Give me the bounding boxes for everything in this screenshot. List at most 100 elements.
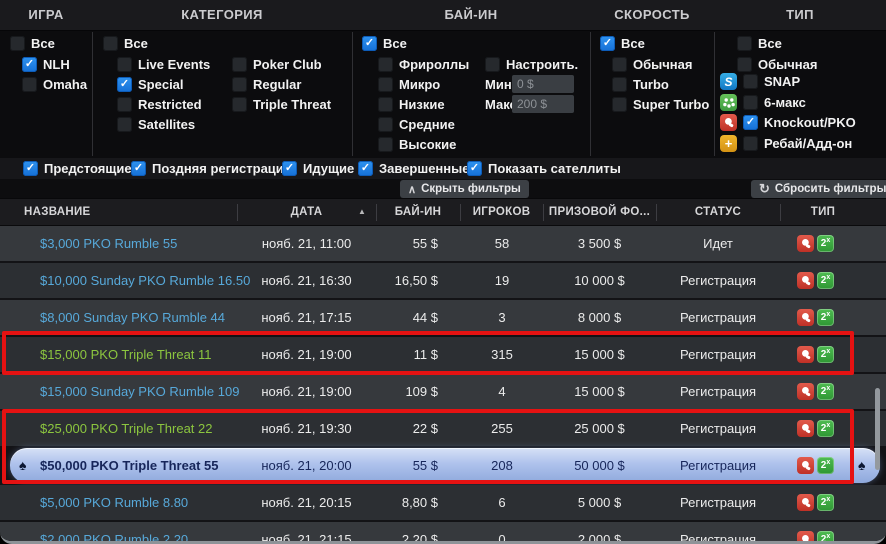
table-row[interactable]: $25,000 PKO Triple Threat 22 нояб. 21, 1… [0, 411, 886, 446]
table-row[interactable]: $15,000 Sunday PKO Rumble 109 нояб. 21, … [0, 374, 886, 409]
checkbox[interactable] [743, 95, 758, 110]
checkbox[interactable] [600, 36, 615, 51]
filter-buyin-micro[interactable]: Микро [378, 76, 440, 93]
table-row[interactable]: $5,000 PKO Rumble 8.80 нояб. 21, 20:15 8… [0, 485, 886, 520]
filter-speed-super-turbo[interactable]: Super Turbo [612, 96, 709, 113]
column-header-name[interactable]: НАЗВАНИЕ [24, 206, 91, 218]
filter-buyin-freerolls[interactable]: Фрироллы [378, 56, 469, 73]
filter-speed-regular[interactable]: Обычная [612, 56, 692, 73]
max-buyin-input[interactable] [512, 95, 574, 113]
checkbox[interactable] [467, 161, 482, 176]
checkbox[interactable] [22, 57, 37, 72]
filter-buyin-custom[interactable]: Настроить. [485, 56, 578, 73]
min-buyin-input[interactable] [512, 75, 574, 93]
checkbox[interactable] [743, 136, 758, 151]
table-row-selected[interactable]: ♠ $50,000 PKO Triple Threat 55 нояб. 21,… [0, 448, 886, 483]
checkbox[interactable] [117, 57, 132, 72]
min-label: Мин. [485, 77, 516, 92]
checkbox[interactable] [737, 57, 752, 72]
checkbox[interactable] [10, 36, 25, 51]
filter-category-restricted[interactable]: Restricted [117, 96, 202, 113]
filter-type-rebuy[interactable]: + Ребай/Адд-он [720, 135, 852, 152]
column-header-type[interactable]: ТИП [810, 206, 836, 218]
checkbox[interactable] [117, 97, 132, 112]
filter-buyin-high[interactable]: Высокие [378, 136, 456, 153]
tournament-table: $3,000 PKO Rumble 55 нояб. 21, 11:00 55 … [0, 226, 886, 541]
checkbox[interactable] [378, 137, 393, 152]
checkbox[interactable] [232, 57, 247, 72]
divider [376, 204, 377, 221]
checkbox[interactable] [612, 57, 627, 72]
filter-game-nlh[interactable]: NLH [22, 56, 70, 73]
checkbox[interactable] [378, 117, 393, 132]
checkbox-label: 6-макс [764, 95, 806, 110]
tournament-status: Регистрация [680, 347, 756, 362]
column-header-status[interactable]: СТАТУС [694, 206, 742, 218]
filter-type-6max[interactable]: 6-макс [720, 94, 806, 111]
tournament-date: нояб. 21, 20:15 [261, 495, 352, 510]
filter-header-game: ИГРА [28, 7, 64, 22]
filter-buyin-low[interactable]: Низкие [378, 96, 445, 113]
column-header-prize[interactable]: ПРИЗОВОЙ ФО... [548, 206, 651, 218]
filter-category-triple-threat[interactable]: Triple Threat [232, 96, 331, 113]
checkbox[interactable] [131, 161, 146, 176]
tournament-status: Регистрация [680, 310, 756, 325]
checkbox[interactable] [23, 161, 38, 176]
checkbox[interactable] [737, 36, 752, 51]
filter-buyin-mid[interactable]: Средние [378, 116, 455, 133]
toggle-upcoming[interactable]: Предстоящие [23, 160, 132, 177]
column-header-buyin[interactable]: БАЙ-ИН [394, 206, 442, 218]
checkbox[interactable] [612, 77, 627, 92]
filter-category-all[interactable]: Все [103, 35, 148, 52]
table-row[interactable]: $15,000 PKO Triple Threat 11 нояб. 21, 1… [0, 337, 886, 372]
checkbox[interactable] [117, 117, 132, 132]
checkbox[interactable] [117, 77, 132, 92]
checkbox[interactable] [232, 77, 247, 92]
toggle-finished[interactable]: Завершенные [358, 160, 469, 177]
checkbox[interactable] [485, 57, 500, 72]
checkbox[interactable] [378, 77, 393, 92]
filter-type-snap[interactable]: S SNAP [720, 73, 800, 90]
filter-type-all[interactable]: Все [737, 35, 782, 52]
filter-speed-all[interactable]: Все [600, 35, 645, 52]
column-header-date[interactable]: ДАТА [290, 206, 323, 218]
column-header-players[interactable]: ИГРОКОВ [472, 206, 531, 218]
checkbox[interactable] [743, 115, 758, 130]
checkbox[interactable] [378, 57, 393, 72]
filter-category-regular[interactable]: Regular [232, 76, 301, 93]
filter-game-omaha[interactable]: Omaha [22, 76, 87, 93]
filter-category-poker-club[interactable]: Poker Club [232, 56, 322, 73]
toggle-show-satellites[interactable]: Показать сателлиты [467, 160, 621, 177]
checkbox[interactable] [378, 97, 393, 112]
checkbox-label: Завершенные [379, 161, 470, 176]
toggle-late-registration[interactable]: Поздняя регистрация [131, 160, 291, 177]
table-row[interactable]: $8,000 Sunday PKO Rumble 44 нояб. 21, 17… [0, 300, 886, 335]
filter-category-live-events[interactable]: Live Events [117, 56, 210, 73]
checkbox[interactable] [358, 161, 373, 176]
checkbox[interactable] [22, 77, 37, 92]
scrollbar-thumb[interactable] [875, 388, 880, 470]
hide-filters-button[interactable]: ∧ Скрыть фильтры [400, 180, 529, 198]
filter-type-knockout[interactable]: Knockout/PKO [720, 114, 856, 131]
checkbox[interactable] [103, 36, 118, 51]
hide-filters-label: Скрыть фильтры [421, 183, 521, 195]
knockout-pko-icon [797, 383, 814, 400]
checkbox[interactable] [232, 97, 247, 112]
checkbox[interactable] [282, 161, 297, 176]
checkbox[interactable] [743, 74, 758, 89]
filter-game-all[interactable]: Все [10, 35, 55, 52]
filter-category-special[interactable]: Special [117, 76, 184, 93]
checkbox[interactable] [612, 97, 627, 112]
table-row[interactable]: $10,000 Sunday PKO Rumble 16.50 нояб. 21… [0, 263, 886, 298]
filter-type-regular[interactable]: Обычная [737, 56, 817, 73]
table-row[interactable]: $3,000 PKO Rumble 55 нояб. 21, 11:00 55 … [0, 226, 886, 261]
reset-filters-button[interactable]: ↻ Сбросить фильтры [751, 180, 886, 198]
checkbox[interactable] [362, 36, 377, 51]
divider [352, 32, 353, 156]
toggle-running[interactable]: Идущие [282, 160, 354, 177]
filter-category-satellites[interactable]: Satellites [117, 116, 195, 133]
table-row[interactable]: $2,000 PKO Rumble 2.20 нояб. 21, 21:15 2… [0, 522, 886, 541]
filter-buyin-all[interactable]: Все [362, 35, 407, 52]
filter-speed-turbo[interactable]: Turbo [612, 76, 669, 93]
